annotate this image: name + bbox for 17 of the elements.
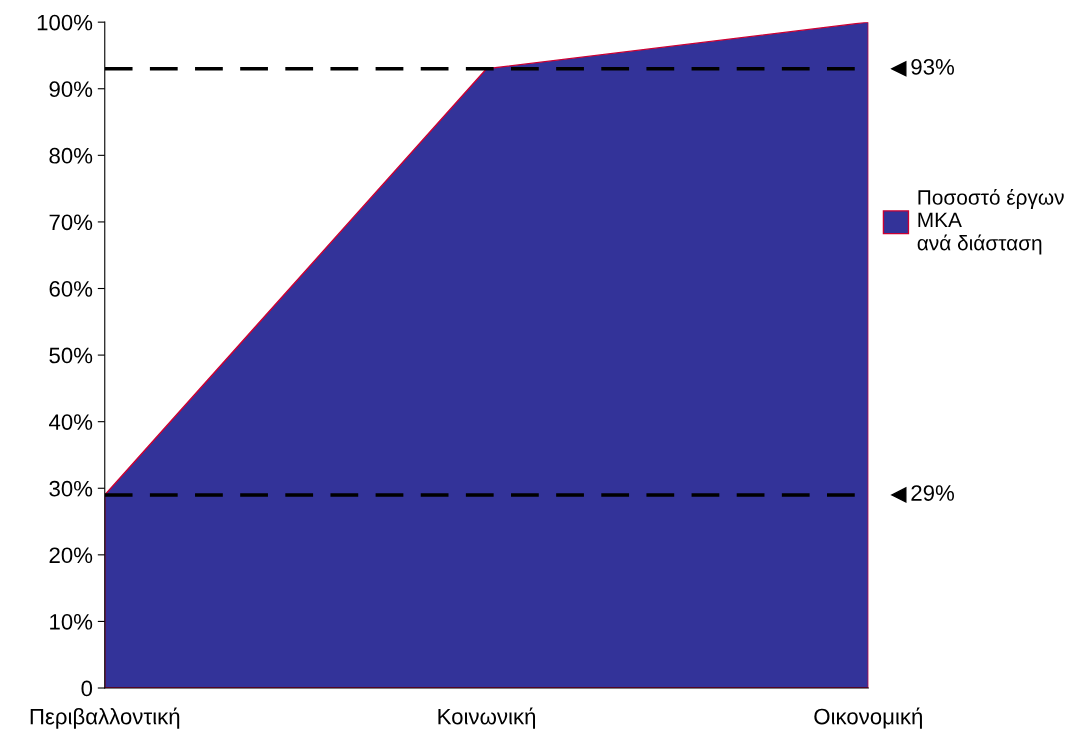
legend-label: Ποσοστό έργων ΜΚΑ ανά διάσταση: [917, 188, 1064, 255]
y-tick-label: 100%: [37, 14, 93, 31]
y-tick-label: 50%: [49, 347, 93, 364]
y-tick-label: 10%: [50, 613, 93, 630]
y-tick-label: 80%: [49, 147, 93, 164]
y-tick-label: 70%: [49, 214, 93, 231]
y-tick-label: 90%: [49, 81, 93, 98]
ref-line-label: 93%: [911, 59, 954, 75]
x-tick-label: Οικονομική: [814, 707, 922, 729]
y-tick-label: 60%: [49, 281, 93, 297]
y-tick-label: 0: [81, 680, 93, 697]
ref-line-label: 29%: [911, 485, 954, 501]
x-tick-label: Περιβαλλοντική: [30, 707, 180, 729]
y-tick-label: 30%: [49, 480, 93, 497]
y-tick-label: 40%: [48, 414, 93, 430]
x-tick-label: Κοινωνική: [438, 707, 536, 729]
y-tick-label: 20%: [49, 547, 93, 564]
